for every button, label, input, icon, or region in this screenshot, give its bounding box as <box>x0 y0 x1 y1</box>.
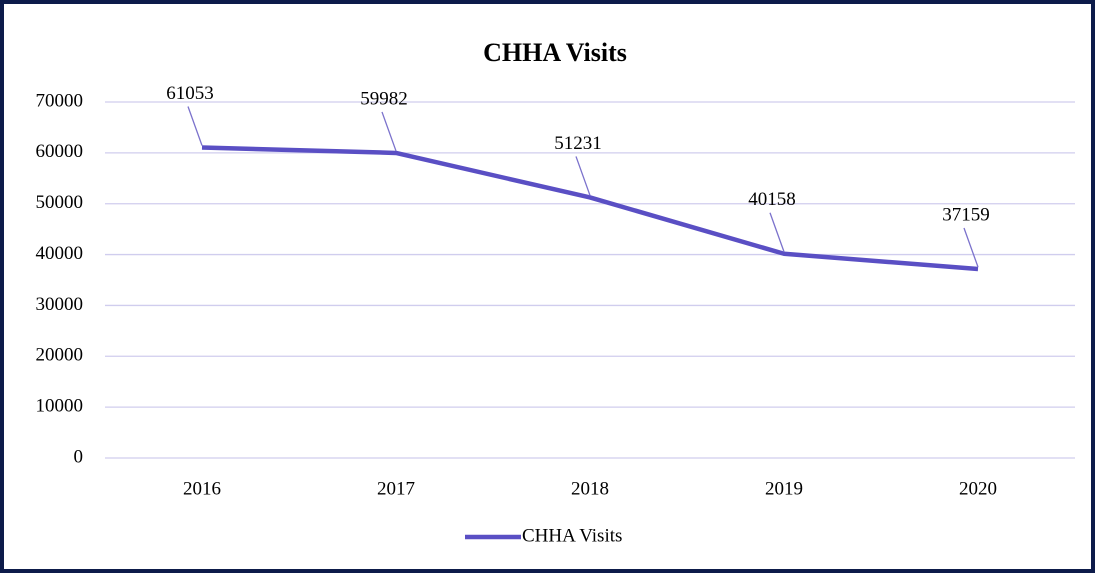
data-label: 37159 <box>942 204 990 225</box>
y-tick-label: 20000 <box>36 345 84 366</box>
leader-line <box>187 106 203 146</box>
data-label: 61053 <box>166 83 214 104</box>
data-label: 59982 <box>360 88 408 109</box>
y-tick-label: 60000 <box>36 141 84 162</box>
y-tick-label: 10000 <box>36 396 84 417</box>
data-line <box>201 145 979 272</box>
y-tick-label: 70000 <box>36 90 84 111</box>
x-tick-label: 2016 <box>183 478 221 499</box>
y-tick-label: 30000 <box>36 294 84 315</box>
x-tick-label: 2019 <box>765 478 803 499</box>
leader-line <box>381 111 397 152</box>
x-tick-label: 2020 <box>959 478 997 499</box>
y-tick-label: 40000 <box>36 243 84 264</box>
leader-line <box>963 227 979 268</box>
x-tick-label: 2017 <box>377 478 415 499</box>
y-tick-label: 0 <box>74 446 84 467</box>
y-tick-label: 50000 <box>36 192 84 213</box>
leader-line <box>769 212 785 252</box>
data-label: 40158 <box>748 189 796 210</box>
x-tick-label: 2018 <box>571 478 609 499</box>
chart-title: CHHA Visits <box>483 38 627 67</box>
leader-line <box>575 156 591 196</box>
legend-label: CHHA Visits <box>522 525 622 546</box>
data-label: 51231 <box>554 133 602 154</box>
